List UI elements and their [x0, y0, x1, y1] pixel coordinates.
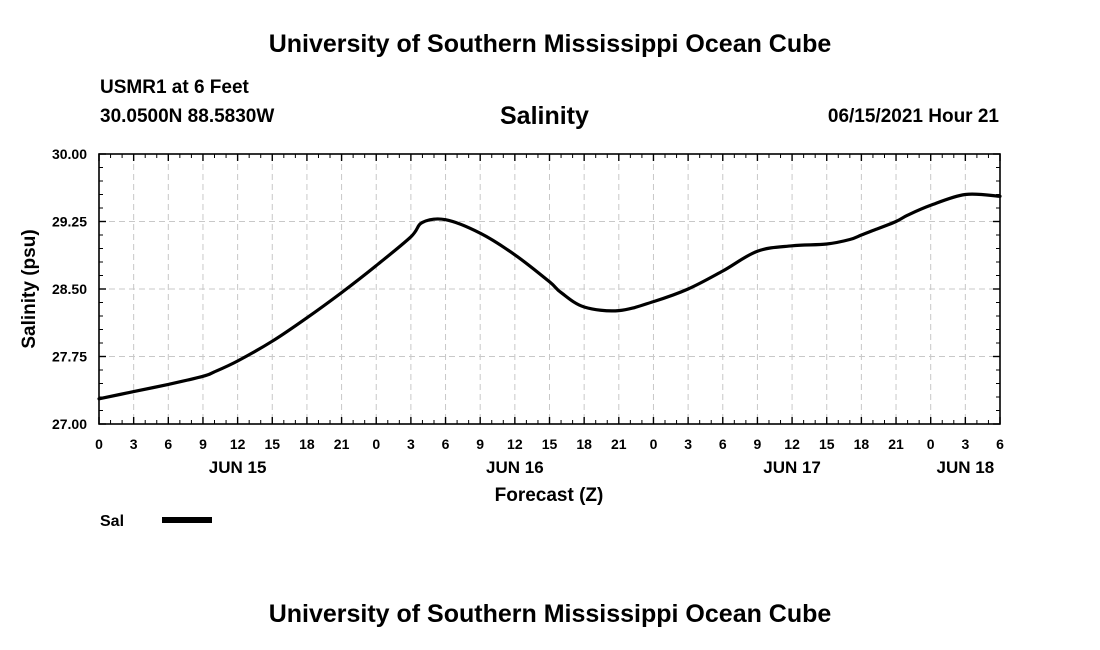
x-tick-label: 3	[684, 436, 692, 452]
x-day-label: JUN 16	[486, 458, 544, 477]
x-tick-label: 6	[996, 436, 1004, 452]
legend-label: Sal	[100, 513, 124, 530]
footer-title: University of Southern Mississippi Ocean…	[268, 600, 832, 628]
x-tick-label: 21	[888, 436, 904, 452]
x-tick-label: 0	[372, 436, 380, 452]
x-tick-label: 3	[961, 436, 969, 452]
x-axis-label: Forecast (Z)	[495, 485, 604, 506]
chart-labels: 0 3 6 9 12 15 18 21 0 3 6 9 12 15 18 21 0 3 6 9 12 15 18 21 0 3 6 2…	[52, 146, 1004, 477]
x-tick-label: 18	[854, 436, 870, 452]
x-tick-label: 12	[230, 436, 246, 452]
plot-frame	[98, 153, 1001, 425]
forecast-datetime: 06/15/2021 Hour 21	[827, 106, 999, 127]
x-tick-label: 15	[264, 436, 280, 452]
x-tick-label: 0	[650, 436, 658, 452]
y-tick-label: 29.25	[52, 214, 87, 230]
x-tick-label: 3	[407, 436, 415, 452]
x-tick-label: 6	[442, 436, 450, 452]
x-tick-label: 9	[754, 436, 762, 452]
x-tick-label: 15	[542, 436, 558, 452]
x-tick-label: 18	[576, 436, 592, 452]
chart-title: Salinity	[500, 102, 589, 130]
y-tick-label: 27.00	[52, 416, 87, 432]
station-label: USMR1 at 6 Feet	[100, 77, 249, 98]
chart-grid	[99, 154, 1000, 424]
x-tick-label: 9	[476, 436, 484, 452]
x-tick-label: 18	[299, 436, 315, 452]
x-tick-label: 12	[784, 436, 800, 452]
y-tick-label: 28.50	[52, 281, 87, 297]
series-line-sal	[97, 192, 1002, 401]
x-tick-label: 9	[199, 436, 207, 452]
x-tick-label: 12	[507, 436, 523, 452]
x-tick-label: 6	[164, 436, 172, 452]
y-tick-label: 27.75	[52, 349, 87, 365]
x-tick-label: 21	[611, 436, 627, 452]
station-coordinates: 30.0500N 88.5830W	[100, 106, 275, 127]
y-tick-label: 30.00	[52, 146, 87, 162]
page-title: University of Southern Mississippi Ocean…	[268, 30, 832, 58]
x-day-label: JUN 18	[937, 458, 995, 477]
x-day-label: JUN 15	[209, 458, 267, 477]
x-tick-label: 6	[719, 436, 727, 452]
x-tick-label: 0	[95, 436, 103, 452]
x-tick-label: 3	[130, 436, 138, 452]
x-tick-label: 15	[819, 436, 835, 452]
y-axis-label: Salinity (psu)	[19, 229, 40, 348]
x-tick-label: 0	[927, 436, 935, 452]
x-day-label: JUN 17	[763, 458, 821, 477]
x-tick-label: 21	[334, 436, 350, 452]
